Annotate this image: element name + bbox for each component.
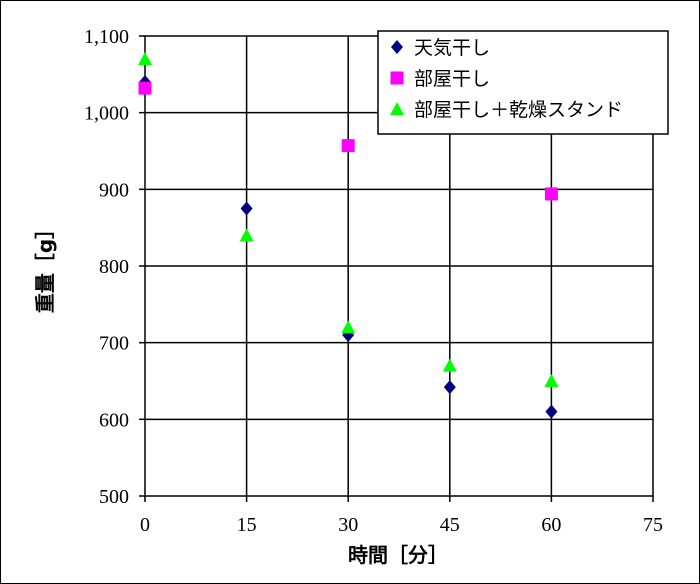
legend-label: 天気干し — [414, 37, 490, 59]
y-tick-label: 700 — [99, 333, 129, 355]
data-point — [442, 358, 457, 372]
data-point — [138, 81, 152, 95]
data-point — [239, 228, 254, 242]
x-axis-title: 時間［分］ — [348, 543, 448, 567]
legend-item: 部屋干し — [390, 68, 490, 90]
legend-marker — [391, 40, 403, 54]
data-point — [544, 374, 559, 387]
data-point — [240, 201, 253, 216]
y-axis-title: 重量［g］ — [33, 219, 57, 313]
data-point — [544, 187, 558, 201]
data-point — [545, 404, 558, 419]
data-point — [341, 320, 356, 334]
legend-box — [377, 30, 669, 135]
y-tick-label: 900 — [99, 179, 129, 201]
y-tick-label: 1,000 — [84, 103, 129, 125]
data-point — [443, 380, 456, 395]
legend-marker — [390, 102, 404, 115]
x-tick-label: 30 — [338, 514, 358, 536]
marker-layer — [138, 52, 559, 419]
series-2 — [138, 81, 558, 201]
legend-marker — [390, 71, 404, 85]
series-3 — [138, 52, 559, 387]
data-point — [138, 52, 152, 65]
legend-label: 部屋干し — [414, 68, 490, 90]
x-tick-label: 75 — [643, 514, 663, 536]
legend-item: 部屋干し＋乾燥スタンド — [390, 99, 623, 121]
x-tick-label: 0 — [140, 514, 150, 536]
y-tick-label: 800 — [99, 256, 129, 278]
y-tick-label: 500 — [99, 486, 129, 508]
data-point — [341, 139, 355, 153]
x-tick-label: 45 — [440, 514, 460, 536]
x-tick-label: 60 — [541, 514, 561, 536]
x-tick-label: 15 — [237, 514, 257, 536]
legend-label: 部屋干し＋乾燥スタンド — [414, 99, 623, 121]
legend-item: 天気干し — [391, 37, 490, 59]
y-tick-label: 600 — [99, 409, 129, 431]
y-tick-label: 1,100 — [84, 26, 129, 48]
tick-layer: 0 15 30 45 60 75 500 600 700 800 900 1,000 1,100 — [84, 26, 663, 536]
